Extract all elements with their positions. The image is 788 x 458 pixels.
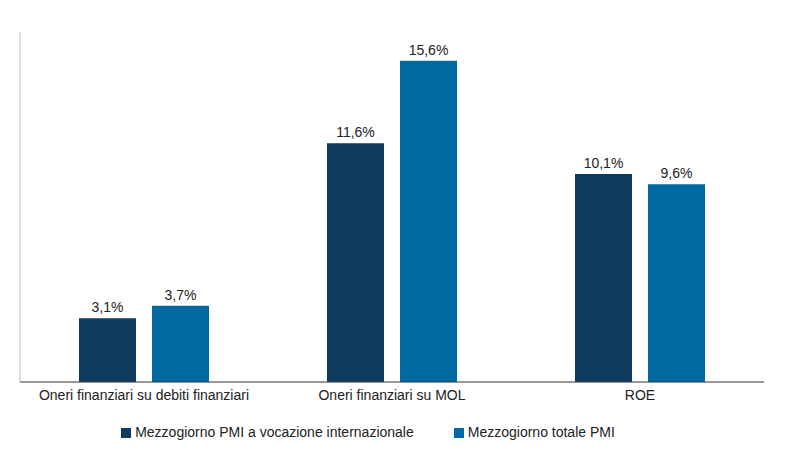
svg-text:15,6%: 15,6% [409, 42, 449, 58]
svg-text:3,1%: 3,1% [92, 299, 124, 315]
svg-text:11,6%: 11,6% [336, 124, 375, 140]
svg-text:9,6%: 9,6% [661, 165, 693, 181]
svg-text:10,1%: 10,1% [584, 155, 624, 171]
svg-text:ROE: ROE [625, 387, 655, 403]
svg-text:Oneri finanziari su debiti fin: Oneri finanziari su debiti finanziari [39, 387, 249, 403]
svg-text:3,7%: 3,7% [165, 287, 197, 303]
html-text:Mezzogiorno totale PMI: Mezzogiorno totale PMI [467, 424, 615, 440]
html-text:Mezzogiorno PMI a vocazione in: Mezzogiorno PMI a vocazione internaziona… [135, 424, 414, 440]
svg-text:Oneri finanziari su MOL: Oneri finanziari su MOL [318, 387, 465, 403]
